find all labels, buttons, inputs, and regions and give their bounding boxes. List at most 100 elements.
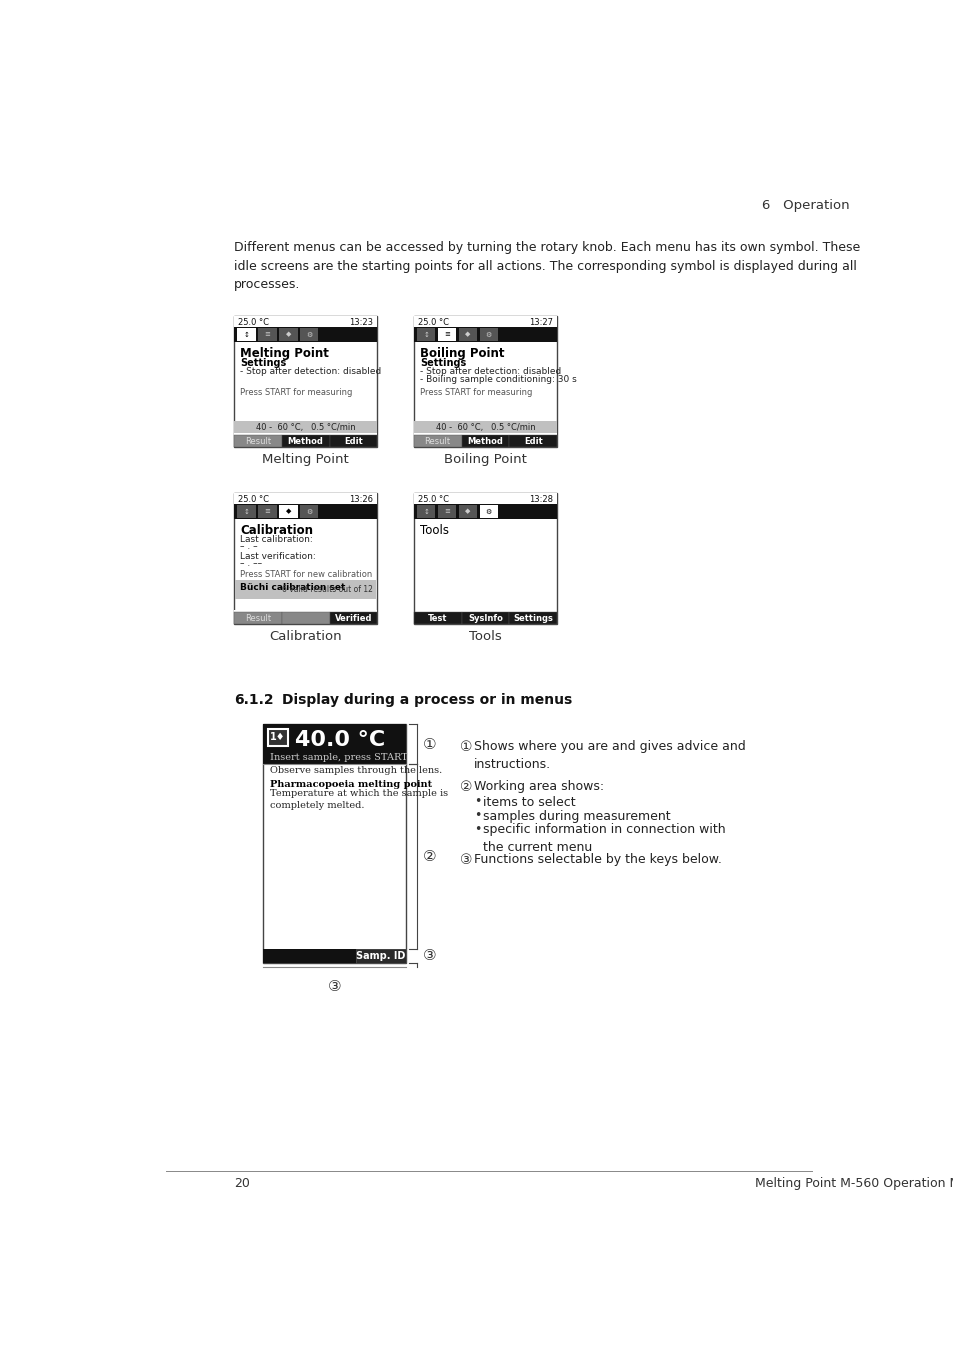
Text: 25.0 °C: 25.0 °C [417, 317, 448, 327]
Text: Verified: Verified [335, 614, 372, 622]
Text: 13:27: 13:27 [529, 317, 553, 327]
Text: Observe samples through the lens.: Observe samples through the lens. [270, 765, 441, 775]
Bar [414, 504, 557, 520]
Bar [233, 493, 377, 504]
Bar [299, 328, 318, 340]
Text: Edit: Edit [344, 436, 362, 446]
Text: Melting Point: Melting Point [240, 347, 329, 360]
Text: 40 -  60 °C,   0.5 °C/min: 40 - 60 °C, 0.5 °C/min [436, 423, 535, 432]
Text: ↕: ↕ [243, 332, 249, 338]
Bar [461, 613, 509, 624]
Bar [281, 435, 329, 447]
Bar [233, 327, 377, 342]
Text: ↕: ↕ [243, 509, 249, 514]
Text: 6 valid results out of 12: 6 valid results out of 12 [281, 585, 373, 594]
Text: ◆: ◆ [465, 509, 470, 514]
Bar [281, 613, 329, 624]
Text: – . –: – . – [240, 543, 257, 551]
Bar [262, 949, 406, 963]
Text: Press START for measuring: Press START for measuring [419, 389, 532, 397]
Text: Last calibration:: Last calibration: [240, 535, 313, 544]
Text: ◆: ◆ [465, 332, 470, 338]
Bar [437, 328, 456, 340]
Text: 1♦: 1♦ [270, 732, 286, 742]
Text: Tools: Tools [419, 524, 449, 537]
Bar [233, 316, 377, 327]
Text: - Boiling sample conditioning: 30 s: - Boiling sample conditioning: 30 s [419, 374, 577, 383]
Bar [233, 493, 377, 624]
Text: – . ––: – . –– [240, 559, 262, 568]
Text: 40 -  60 °C,   0.5 °C/min: 40 - 60 °C, 0.5 °C/min [255, 423, 355, 432]
Bar [414, 433, 557, 435]
Text: Last verification:: Last verification: [240, 552, 315, 560]
Text: Boiling Point: Boiling Point [443, 454, 526, 466]
Bar [479, 328, 497, 340]
Text: Calibration: Calibration [269, 630, 341, 643]
Text: Press START for new calibration: Press START for new calibration [240, 570, 372, 579]
Bar [416, 505, 435, 518]
Text: 25.0 °C: 25.0 °C [237, 494, 269, 504]
Text: - Stop after detection: disabled: - Stop after detection: disabled [419, 367, 560, 375]
Text: Result: Result [424, 436, 450, 446]
Text: Boiling Point: Boiling Point [419, 347, 504, 360]
Text: Insert sample, press START: Insert sample, press START [270, 753, 407, 763]
Bar [233, 421, 377, 433]
Text: 6.1.2: 6.1.2 [233, 694, 274, 707]
Bar [233, 316, 377, 447]
Text: 25.0 °C: 25.0 °C [417, 494, 448, 504]
Text: ◆: ◆ [285, 332, 291, 338]
Text: 13:26: 13:26 [349, 494, 373, 504]
Bar [233, 613, 281, 624]
Text: ③: ③ [327, 979, 341, 994]
Bar [299, 505, 318, 518]
Text: Pharmacopoeia melting point: Pharmacopoeia melting point [270, 779, 432, 788]
Text: Method: Method [467, 436, 503, 446]
Bar [416, 328, 435, 340]
Bar [414, 421, 557, 433]
Text: Working area shows:: Working area shows: [474, 780, 603, 794]
Text: ②: ② [459, 780, 473, 794]
Text: SysInfo: SysInfo [468, 614, 502, 622]
Text: 40.0 °C: 40.0 °C [294, 730, 385, 751]
Bar [257, 505, 276, 518]
Text: items to select: items to select [483, 795, 576, 809]
Text: ⚙: ⚙ [485, 332, 492, 338]
Text: 13:23: 13:23 [349, 317, 373, 327]
Text: ①: ① [422, 737, 436, 752]
Text: specific information in connection with
the current menu: specific information in connection with … [483, 824, 725, 855]
Text: Functions selectable by the keys below.: Functions selectable by the keys below. [474, 853, 721, 867]
Text: •: • [474, 795, 481, 807]
Text: Melting Point: Melting Point [262, 454, 349, 466]
Text: ↕: ↕ [423, 332, 429, 338]
Bar [233, 610, 377, 613]
Text: Settings: Settings [419, 358, 466, 369]
Text: Settings: Settings [513, 614, 553, 622]
Bar [414, 316, 557, 447]
Bar [414, 493, 557, 504]
Text: ③: ③ [459, 853, 473, 868]
Text: •: • [474, 809, 481, 822]
Text: ≡: ≡ [264, 509, 270, 514]
Text: Test: Test [428, 614, 447, 622]
Text: Result: Result [245, 614, 271, 622]
Text: Result: Result [245, 436, 271, 446]
Bar [278, 505, 297, 518]
Text: ≡: ≡ [444, 332, 450, 338]
Bar [236, 328, 255, 340]
Bar [414, 435, 461, 447]
Bar [414, 613, 461, 624]
Bar [414, 493, 557, 624]
Text: ↕: ↕ [423, 509, 429, 514]
Bar [437, 505, 456, 518]
Bar [233, 504, 377, 520]
Bar [329, 613, 377, 624]
Bar [236, 505, 255, 518]
Bar [262, 724, 406, 963]
Text: ◆: ◆ [285, 509, 291, 514]
Bar [414, 327, 557, 342]
Text: Melting Point M-560 Operation Manual, Version D: Melting Point M-560 Operation Manual, Ve… [754, 1177, 953, 1189]
Text: Samp. ID: Samp. ID [355, 950, 405, 961]
Text: 20: 20 [233, 1177, 250, 1189]
Text: 25.0 °C: 25.0 °C [237, 317, 269, 327]
Text: ≡: ≡ [444, 509, 450, 514]
